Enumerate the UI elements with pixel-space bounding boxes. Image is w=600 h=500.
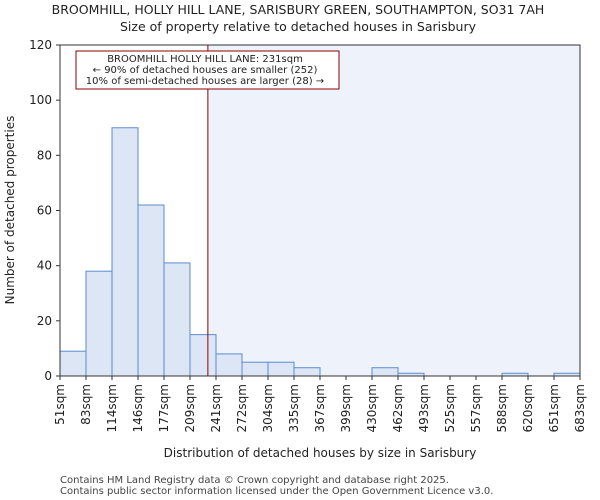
- x-tick-label-335sqm: 335sqm: [287, 384, 301, 432]
- bar-272sqm: [241, 361, 269, 377]
- bar-209sqm: [189, 334, 217, 377]
- chart-subtitle: Size of property relative to detached ho…: [120, 19, 477, 34]
- x-tick-label-651sqm: 651sqm: [547, 384, 561, 432]
- y-tick-label-120: 120: [29, 38, 52, 52]
- x-tick-label-209sqm: 209sqm: [183, 384, 197, 432]
- x-tick-label-241sqm: 241sqm: [209, 384, 223, 432]
- bar-177sqm: [163, 262, 191, 377]
- x-tick-label-557sqm: 557sqm: [469, 384, 483, 432]
- bar-241sqm: [215, 353, 243, 377]
- x-tick-label-367sqm: 367sqm: [313, 384, 327, 432]
- bar-335sqm: [293, 367, 321, 377]
- plot-area: 0 20 40 60 80 100 120 51sqm 83sqm 114sqm 146sqm 17…: [29, 38, 587, 432]
- annotation-border: [75, 50, 340, 90]
- x-tick-label-493sqm: 493sqm: [417, 384, 431, 432]
- x-tick-label-399sqm: 399sqm: [339, 384, 353, 432]
- footer-line-1: Contains HM Land Registry data © Crown c…: [60, 475, 449, 486]
- x-tick-label-683sqm: 683sqm: [573, 384, 587, 432]
- x-tick-label-114sqm: 114sqm: [105, 384, 119, 432]
- y-tick-label-0: 0: [44, 369, 52, 383]
- y-tick-label-40: 40: [37, 259, 52, 273]
- x-tick-label-177sqm: 177sqm: [157, 384, 171, 432]
- x-tick-label-430sqm: 430sqm: [365, 384, 379, 432]
- bar-51sqm: [59, 350, 87, 377]
- y-tick-label-20: 20: [37, 314, 52, 328]
- x-tick-label-588sqm: 588sqm: [495, 384, 509, 432]
- x-axis-label: Distribution of detached houses by size …: [164, 446, 477, 460]
- x-tick-label-146sqm: 146sqm: [131, 384, 145, 432]
- annotation-box: BROOMHILL HOLLY HILL LANE: 231sqm ← 90% …: [75, 50, 340, 90]
- annotation-line-1: BROOMHILL HOLLY HILL LANE: 231sqm: [107, 54, 303, 65]
- annotation-line-2: ← 90% of detached houses are smaller (25…: [93, 65, 318, 76]
- chart-title: BROOMHILL, HOLLY HILL LANE, SARISBURY GR…: [52, 2, 545, 17]
- x-tick-label-83sqm: 83sqm: [79, 384, 93, 425]
- x-tick-label-304sqm: 304sqm: [261, 384, 275, 432]
- annotation-line-3: 10% of semi-detached houses are larger (…: [86, 76, 324, 87]
- x-tick-label-462sqm: 462sqm: [391, 384, 405, 432]
- footer-line-2: Contains public sector information licen…: [60, 486, 493, 497]
- y-axis-label: Number of detached properties: [3, 116, 17, 305]
- bar-146sqm: [137, 204, 165, 377]
- bar-430sqm: [371, 367, 399, 377]
- bars-group: [59, 127, 581, 377]
- bar-83sqm: [85, 270, 113, 377]
- x-tick-label-51sqm: 51sqm: [53, 384, 67, 425]
- x-tick-label-272sqm: 272sqm: [235, 384, 249, 432]
- y-ticks: 0 20 40 60 80 100 120: [29, 38, 60, 383]
- y-tick-label-100: 100: [29, 93, 52, 107]
- larger-region-highlight: [207, 45, 580, 376]
- bar-304sqm: [267, 361, 295, 377]
- x-ticks: 51sqm 83sqm 114sqm 146sqm 177sqm 209sqm 241sqm…: [53, 376, 587, 432]
- bar-114sqm: [111, 127, 139, 377]
- y-tick-label-60: 60: [37, 204, 52, 218]
- x-tick-label-525sqm: 525sqm: [443, 384, 457, 432]
- x-tick-label-620sqm: 620sqm: [521, 384, 535, 432]
- y-tick-label-80: 80: [37, 148, 52, 162]
